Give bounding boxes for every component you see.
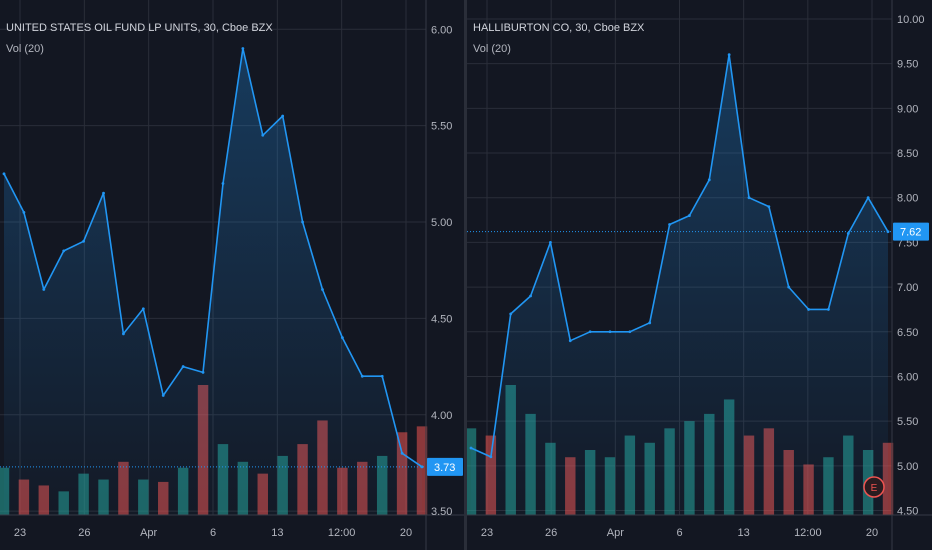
hal-y-tick-label: 8.50 (897, 148, 918, 160)
hal-y-tick-label: 6.50 (897, 327, 918, 339)
pane-divider[interactable] (464, 0, 467, 550)
hal-x-tick-label: Apr (607, 527, 624, 539)
usoil-symbol-label: UNITED STATES OIL FUND LP UNITS, 30, Cbo… (6, 22, 273, 34)
usoil-price-point (380, 374, 384, 378)
hal-price-point (767, 205, 771, 209)
hal-price-line (470, 53, 889, 458)
hal-price-point (648, 321, 652, 325)
usoil-price-point (301, 220, 304, 224)
hal-y-tick-label: 7.00 (897, 282, 918, 294)
usoil-price-point (2, 172, 6, 176)
hal-price-point (568, 339, 572, 343)
usoil-price-point (420, 465, 424, 469)
hal-price-point (608, 330, 612, 334)
hal-price-point (628, 330, 632, 334)
hal-price-point (846, 232, 850, 235)
usoil-legend: UNITED STATES OIL FUND LP UNITS, 30, Cbo… (6, 18, 273, 60)
usoil-price-point (181, 365, 185, 368)
hal-price-point (509, 312, 513, 316)
hal-x-tick-label: 20 (866, 527, 878, 539)
usoil-price-point (22, 210, 26, 214)
usoil-y-tick-label: 5.50 (431, 121, 452, 133)
usoil-price-point (400, 451, 404, 455)
hal-earnings-marker-label: E (871, 483, 878, 494)
hal-symbol-label: HALLIBURTON CO, 30, Cboe BZX (473, 22, 645, 34)
hal-chart[interactable]: 10.009.509.008.508.007.507.006.506.005.5… (467, 0, 932, 550)
usoil-y-tick-label: 3.50 (431, 506, 452, 518)
hal-chart-pane[interactable]: 10.00 9.50 9.00 8.50 8.00 7.50 7.00 6.50 6.00 5.5… (467, 0, 932, 550)
usoil-last-price-label: 3.73 (434, 462, 455, 474)
hal-price-point (688, 214, 691, 217)
hal-y-tick-label: 9.00 (897, 103, 918, 115)
usoil-chart-pane[interactable]: 6.00 5.50 5.00 4.50 4.00 3.50 3.73 23 26 Apr 6 13 12… (0, 0, 466, 550)
usoil-x-tick-label: 13 (271, 527, 283, 539)
usoil-price-point (241, 47, 245, 50)
hal-price-point (588, 330, 592, 334)
usoil-price-point (161, 394, 165, 397)
hal-price-point (668, 223, 671, 226)
hal-x-tick-label: 13 (738, 527, 750, 539)
usoil-price-point (360, 374, 364, 378)
usoil-price-point (122, 332, 125, 336)
hal-price-point (529, 294, 532, 298)
usoil-chart[interactable]: 6.00 5.50 5.00 4.50 4.00 3.50 3.73 23 26 Apr 6 13 12… (0, 0, 466, 550)
hal-legend: HALLIBURTON CO, 30, Cboe BZX Vol (20) (473, 18, 644, 60)
usoil-last-price-tag (427, 457, 463, 476)
usoil-price-point (261, 133, 265, 137)
hal-earnings-marker (863, 476, 885, 498)
usoil-y-tick-label: 6.00 (431, 24, 452, 36)
hal-price-point (866, 196, 870, 200)
usoil-price-point (82, 239, 86, 243)
hal-price-point (549, 240, 552, 244)
hal-price-point (747, 196, 751, 200)
usoil-x-tick-label: Apr (140, 527, 157, 539)
hal-x-tick-label: 12:00 (794, 527, 822, 539)
hal-y-tick-label: 5.00 (897, 461, 918, 473)
hal-y-tick-label: 4.50 (897, 506, 918, 518)
usoil-x-tick-label: 23 (14, 527, 26, 539)
hal-price-point (827, 308, 830, 311)
usoil-y-tick-label: 5.00 (431, 217, 452, 229)
usoil-price-point (141, 307, 145, 311)
hal-x-tick-label: 26 (545, 527, 557, 539)
usoil-price-point (281, 114, 285, 118)
usoil-volume-label: Vol (20) (6, 43, 44, 55)
hal-price-point (886, 230, 890, 234)
usoil-price-point (62, 249, 66, 253)
usoil-price-line (3, 47, 423, 468)
hal-y-tick-label: 10.00 (897, 14, 925, 26)
usoil-price-point (201, 370, 205, 374)
hal-x-tick-label: 6 (676, 527, 682, 539)
usoil-x-tick-label: 20 (400, 527, 412, 539)
hal-price-point (727, 53, 731, 57)
usoil-price-point (102, 191, 105, 195)
hal-price-point (787, 285, 791, 289)
hal-volume-label: Vol (20) (473, 43, 511, 55)
usoil-price-point (42, 288, 46, 291)
hal-price-point (807, 308, 810, 311)
hal-y-tick-label: 9.50 (897, 59, 918, 71)
hal-price-point (469, 446, 473, 450)
hal-x-tick-label: 23 (481, 527, 493, 539)
usoil-y-tick-label: 4.00 (431, 410, 452, 422)
usoil-price-point (340, 336, 344, 340)
hal-last-price-label: 7.62 (900, 227, 921, 239)
hal-price-area (471, 54, 888, 515)
hal-y-tick-label: 5.50 (897, 416, 918, 428)
hal-y-tick-label: 8.00 (897, 193, 918, 205)
usoil-y-tick-label: 4.50 (431, 313, 452, 325)
hal-price-point (707, 178, 711, 182)
hal-price-point (489, 455, 493, 459)
usoil-x-tick-label: 26 (78, 527, 90, 539)
hal-last-price-tag (893, 222, 929, 241)
usoil-price-point (321, 288, 324, 291)
usoil-x-tick-label: 12:00 (328, 527, 356, 539)
usoil-x-tick-label: 6 (210, 527, 216, 539)
hal-y-tick-label: 6.00 (897, 371, 918, 383)
usoil-price-point (221, 182, 225, 185)
